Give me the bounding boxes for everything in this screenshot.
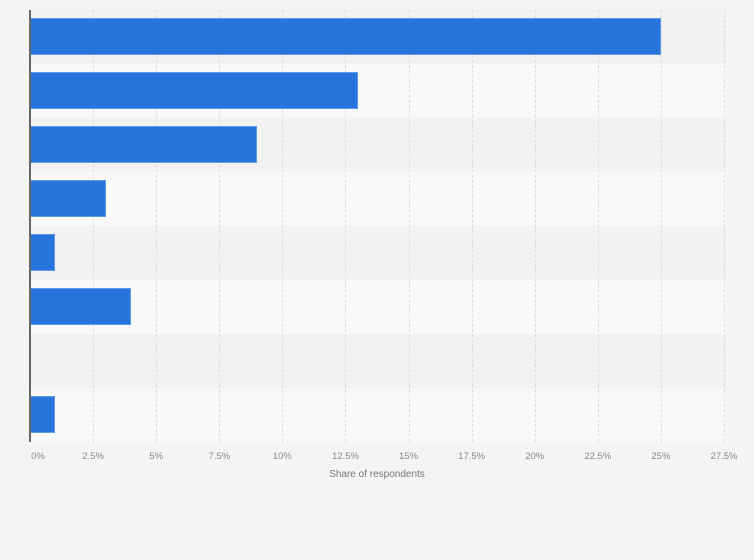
x-tick-label: 27.5%: [710, 451, 738, 462]
x-tick-label: 25%: [651, 451, 671, 462]
bar[interactable]: [30, 126, 258, 163]
bar[interactable]: [30, 396, 56, 433]
gridline: [93, 10, 95, 442]
bar[interactable]: [30, 234, 56, 271]
x-tick-label: 10%: [272, 451, 292, 462]
x-tick-label: 12.5%: [331, 451, 359, 462]
x-tick-label: 2.5%: [82, 451, 104, 462]
x-tick-label: 0%: [31, 451, 45, 462]
gridline: [282, 10, 284, 442]
bar[interactable]: [30, 18, 661, 55]
x-tick-label: 15%: [399, 451, 419, 462]
bar[interactable]: [30, 288, 131, 325]
row-band: [30, 334, 726, 388]
row-band: [30, 172, 726, 226]
row-band: [30, 388, 726, 442]
gridline: [408, 10, 410, 442]
gridline: [219, 10, 221, 442]
gridline: [345, 10, 347, 442]
gridline: [534, 10, 536, 442]
x-tick-label: 17.5%: [458, 451, 486, 462]
y-axis-line: [29, 10, 31, 442]
x-tick-label: 20%: [525, 451, 545, 462]
row-band: [30, 280, 726, 334]
gridline: [660, 10, 662, 442]
bar[interactable]: [30, 72, 359, 109]
gridline: [471, 10, 473, 442]
x-axis-label: Share of respondents: [329, 469, 425, 480]
gridline: [724, 10, 725, 442]
x-tick-label: 22.5%: [584, 451, 612, 462]
x-tick-label: 7.5%: [208, 451, 231, 462]
gridline: [156, 10, 158, 442]
row-band: [30, 226, 726, 280]
bar[interactable]: [30, 180, 106, 217]
x-tick-label: 5%: [149, 451, 164, 462]
gridline: [597, 10, 599, 442]
